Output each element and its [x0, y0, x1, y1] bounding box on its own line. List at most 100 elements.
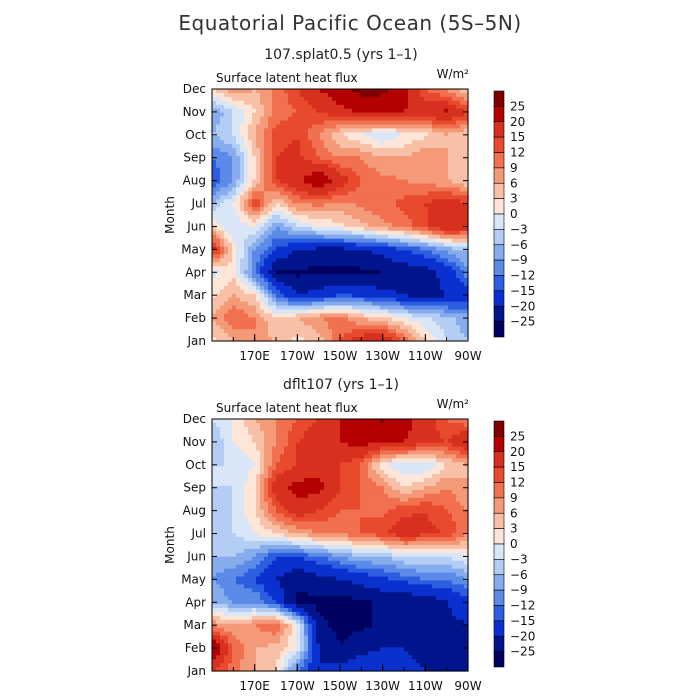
heatmap-cell — [408, 419, 413, 424]
heatmap-cell — [356, 305, 361, 311]
heatmap-cell — [240, 218, 245, 224]
heatmap-cell — [356, 230, 361, 236]
heatmap-cell — [388, 337, 393, 342]
heatmap-cell — [336, 179, 341, 185]
heatmap-cell — [316, 270, 321, 275]
heatmap-cell — [320, 242, 325, 248]
heatmap-cell — [236, 222, 241, 228]
heatmap-cell — [320, 112, 325, 118]
heatmap-cell — [384, 301, 389, 307]
heatmap-cell — [404, 325, 409, 330]
heatmap-cell — [236, 148, 241, 153]
heatmap-cell — [328, 112, 333, 118]
heatmap-cell — [312, 254, 317, 259]
heatmap-cell — [240, 285, 245, 291]
heatmap-cell — [256, 159, 261, 165]
heatmap-cell — [332, 211, 337, 216]
heatmap-cell — [284, 140, 289, 145]
heatmap-cell — [272, 187, 277, 192]
heatmap-cell — [320, 337, 325, 342]
heatmap-cell — [284, 297, 289, 303]
heatmap-cell — [356, 159, 361, 165]
heatmap-cell — [300, 426, 305, 432]
heatmap-cell — [248, 450, 253, 456]
heatmap-cell — [232, 262, 237, 267]
heatmap-cell — [464, 313, 469, 318]
heatmap-cell — [372, 333, 377, 338]
heatmap-cell — [296, 132, 301, 137]
heatmap-cell — [368, 442, 373, 448]
heatmap-cell — [328, 100, 333, 106]
heatmap-cell — [360, 446, 365, 452]
heatmap-cell — [392, 187, 397, 192]
heatmap-cell — [440, 262, 445, 267]
heatmap-cell — [368, 183, 373, 189]
heatmap-cell — [432, 140, 437, 145]
heatmap-cell — [400, 317, 405, 322]
heatmap-cell — [308, 112, 313, 118]
heatmap-cell — [304, 454, 309, 459]
heatmap-cell — [244, 215, 249, 220]
heatmap-cell — [340, 337, 345, 342]
heatmap-cell — [388, 226, 393, 232]
heatmap-cell — [444, 458, 449, 463]
heatmap-cell — [288, 175, 293, 181]
heatmap-cell — [348, 187, 353, 192]
heatmap-cell — [304, 132, 309, 137]
heatmap-cell — [432, 148, 437, 153]
heatmap-cell — [284, 293, 289, 299]
heatmap-cell — [396, 250, 401, 255]
heatmap-cell — [300, 266, 305, 271]
heatmap-cell — [392, 144, 397, 149]
heatmap-cell — [284, 426, 289, 432]
heatmap-cell — [400, 124, 405, 129]
heatmap-cell — [284, 289, 289, 295]
heatmap-cell — [312, 191, 317, 196]
heatmap-cell — [348, 281, 353, 287]
heatmap-cell — [240, 450, 245, 456]
heatmap-cell — [240, 222, 245, 228]
heatmap-cell — [428, 92, 433, 98]
heatmap-cell — [264, 250, 269, 255]
heatmap-cell — [408, 203, 413, 208]
heatmap-cell — [236, 120, 241, 126]
heatmap-cell — [292, 442, 297, 448]
heatmap-cell — [248, 446, 253, 452]
heatmap-cell — [404, 317, 409, 322]
heatmap-cell — [368, 230, 373, 236]
heatmap-cell — [248, 203, 253, 208]
heatmap-cell — [396, 215, 401, 220]
heatmap-cell — [256, 215, 261, 220]
heatmap-cell — [328, 222, 333, 228]
heatmap-cell — [400, 215, 405, 220]
heatmap-cell — [340, 195, 345, 200]
heatmap-cell — [396, 191, 401, 196]
colorbar-swatch — [493, 198, 505, 215]
heatmap-cell — [344, 132, 349, 137]
heatmap-cell — [232, 234, 237, 240]
heatmap-cell — [452, 159, 457, 165]
heatmap-cell — [324, 325, 329, 330]
heatmap-cell — [248, 254, 253, 259]
heatmap-cell — [228, 207, 233, 212]
heatmap-cell — [236, 191, 241, 196]
heatmap-cell — [320, 250, 325, 255]
heatmap-cell — [356, 191, 361, 196]
heatmap-cell — [424, 266, 429, 271]
heatmap-cell — [420, 258, 425, 263]
heatmap-cell — [456, 155, 461, 161]
heatmap-cell — [332, 419, 337, 424]
colorbar-swatch — [493, 136, 505, 153]
heatmap-cell — [412, 266, 417, 271]
heatmap-cell — [412, 242, 417, 248]
heatmap-cell — [324, 246, 329, 252]
heatmap-cell — [316, 313, 321, 318]
heatmap-cell — [344, 167, 349, 173]
heatmap-cell — [228, 254, 233, 259]
heatmap-cell — [396, 89, 401, 94]
heatmap-cell — [412, 215, 417, 220]
heatmap-cell — [336, 96, 341, 102]
heatmap-cell — [412, 207, 417, 212]
heatmap-cell — [224, 317, 229, 322]
heatmap-cell — [376, 293, 381, 299]
